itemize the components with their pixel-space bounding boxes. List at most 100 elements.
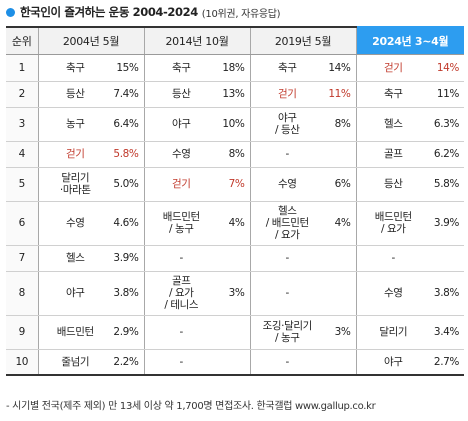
exercise-name-cell: 야구 <box>355 349 430 376</box>
percentage-cell: 4% <box>218 201 250 246</box>
exercise-name-cell: 등산 <box>37 81 112 108</box>
percentage-cell: 7.4% <box>112 81 144 108</box>
exercise-name-cell: 달리기 ·마라톤 <box>37 167 112 202</box>
percentage-cell <box>218 315 250 350</box>
exercise-name-cell: 수영 <box>355 271 430 316</box>
percentage-cell: 8% <box>218 141 250 168</box>
table-row: 10 줄넘기 2.2% - - 야구 2.7% <box>6 349 464 376</box>
percentage-cell: 2.9% <box>112 315 144 350</box>
percentage-cell <box>324 245 356 272</box>
exercise-name-cell: - <box>249 349 324 376</box>
exercise-name-cell: 달리기 <box>355 315 430 350</box>
percentage-cell <box>218 245 250 272</box>
header-2024: 2024년 3~4월 <box>355 26 464 55</box>
exercise-name-cell: 골프 / 요가 / 테니스 <box>143 271 218 316</box>
table-row: 4 걷기 5.8% 수영 8% - 골프 6.2% <box>6 141 464 168</box>
exercise-name-cell: 배드민턴 <box>37 315 112 350</box>
percentage-cell: 11% <box>324 81 356 108</box>
exercise-name-cell: 걷기 <box>143 167 218 202</box>
percentage-cell: 11% <box>430 81 464 108</box>
percentage-cell: 3.8% <box>112 271 144 316</box>
exercise-name-cell: 등산 <box>355 167 430 202</box>
rank-cell: 6 <box>6 201 38 246</box>
percentage-cell <box>324 349 356 376</box>
table-row: 6 수영 4.6% 배드민턴 / 농구 4% 헬스 / 배드민턴 / 요가 4% 배드민턴 /… <box>6 201 464 246</box>
title-bar: 한국인이 즐겨하는 운동 2004-2024 (10위권, 자유응답) <box>6 2 281 22</box>
percentage-cell <box>324 141 356 168</box>
exercise-name-cell: 배드민턴 / 요가 <box>355 201 430 246</box>
rank-cell: 7 <box>6 245 38 272</box>
percentage-cell: 15% <box>112 54 144 82</box>
exercise-name-cell: 배드민턴 / 농구 <box>143 201 218 246</box>
percentage-cell: 14% <box>324 54 356 82</box>
exercise-name-cell: 줄넘기 <box>37 349 112 376</box>
header-2014: 2014년 10월 <box>143 26 250 55</box>
header-2019: 2019년 5월 <box>249 26 356 55</box>
exercise-name-cell: 축구 <box>355 81 430 108</box>
percentage-cell: 5.8% <box>430 167 464 202</box>
exercise-name-cell: 등산 <box>143 81 218 108</box>
exercise-name-cell: 골프 <box>355 141 430 168</box>
percentage-cell: 4% <box>324 201 356 246</box>
percentage-cell: 3.9% <box>430 201 464 246</box>
exercise-name-cell: 축구 <box>143 54 218 82</box>
rank-cell: 10 <box>6 349 38 376</box>
rank-header: 순위 <box>6 26 38 55</box>
table-header-row: 순위 2004년 5월 2014년 10월 2019년 5월 2024년 3~4… <box>6 26 464 55</box>
exercise-name-cell: - <box>249 141 324 168</box>
table-body: 1 축구 15% 축구 18% 축구 14% 걷기 14% 2 등산 7.4% 등산 13% 걷기 11% 축구… <box>6 54 464 376</box>
percentage-cell: 14% <box>430 54 464 82</box>
rank-cell: 3 <box>6 107 38 142</box>
exercise-name-cell: 야구 <box>37 271 112 316</box>
exercise-name-cell: 수영 <box>249 167 324 202</box>
exercise-name-cell: 야구 <box>143 107 218 142</box>
exercise-name-cell: 축구 <box>37 54 112 82</box>
exercise-name-cell: 농구 <box>37 107 112 142</box>
exercise-ranking-table: 순위 2004년 5월 2014년 10월 2019년 5월 2024년 3~4… <box>6 26 464 376</box>
table-row: 7 헬스 3.9% - - - <box>6 245 464 272</box>
rank-cell: 9 <box>6 315 38 350</box>
percentage-cell <box>430 245 464 272</box>
footnote: - 시기별 전국(제주 제외) 만 13세 이상 약 1,700명 면접조사. … <box>6 401 376 412</box>
rank-cell: 1 <box>6 54 38 82</box>
page-title: 한국인이 즐겨하는 운동 2004-2024 <box>20 5 198 19</box>
rank-cell: 2 <box>6 81 38 108</box>
rank-cell: 8 <box>6 271 38 316</box>
header-2004: 2004년 5월 <box>37 26 144 55</box>
percentage-cell: 18% <box>218 54 250 82</box>
exercise-name-cell: 걷기 <box>249 81 324 108</box>
page-subtitle: (10위권, 자유응답) <box>201 8 281 20</box>
exercise-name-cell: - <box>249 245 324 272</box>
percentage-cell: 6.3% <box>430 107 464 142</box>
percentage-cell: 3.4% <box>430 315 464 350</box>
table-row: 1 축구 15% 축구 18% 축구 14% 걷기 14% <box>6 54 464 82</box>
table-row: 8 야구 3.8% 골프 / 요가 / 테니스 3% - 수영 3.8% <box>6 271 464 316</box>
exercise-name-cell: 수영 <box>143 141 218 168</box>
percentage-cell: 8% <box>324 107 356 142</box>
exercise-name-cell: 축구 <box>249 54 324 82</box>
percentage-cell: 5.8% <box>112 141 144 168</box>
percentage-cell: 4.6% <box>112 201 144 246</box>
exercise-name-cell: - <box>143 245 218 272</box>
exercise-name-cell: 수영 <box>37 201 112 246</box>
exercise-name-cell: - <box>143 315 218 350</box>
exercise-name-cell: - <box>355 245 430 272</box>
percentage-cell: 10% <box>218 107 250 142</box>
percentage-cell: 2.2% <box>112 349 144 376</box>
exercise-name-cell: - <box>143 349 218 376</box>
percentage-cell: 5.0% <box>112 167 144 202</box>
table-row: 9 배드민턴 2.9% - 조깅·달리기 / 농구 3% 달리기 3.4% <box>6 315 464 350</box>
percentage-cell: 6% <box>324 167 356 202</box>
percentage-cell: 7% <box>218 167 250 202</box>
rank-cell: 4 <box>6 141 38 168</box>
percentage-cell: 6.2% <box>430 141 464 168</box>
exercise-name-cell: 야구 / 등산 <box>249 107 324 142</box>
percentage-cell: 3% <box>218 271 250 316</box>
table-row: 5 달리기 ·마라톤 5.0% 걷기 7% 수영 6% 등산 5.8% <box>6 167 464 202</box>
exercise-name-cell: 걷기 <box>355 54 430 82</box>
table-row: 2 등산 7.4% 등산 13% 걷기 11% 축구 11% <box>6 81 464 108</box>
percentage-cell: 3.8% <box>430 271 464 316</box>
percentage-cell: 3% <box>324 315 356 350</box>
exercise-name-cell: 헬스 <box>37 245 112 272</box>
table-row: 3 농구 6.4% 야구 10% 야구 / 등산 8% 헬스 6.3% <box>6 107 464 142</box>
